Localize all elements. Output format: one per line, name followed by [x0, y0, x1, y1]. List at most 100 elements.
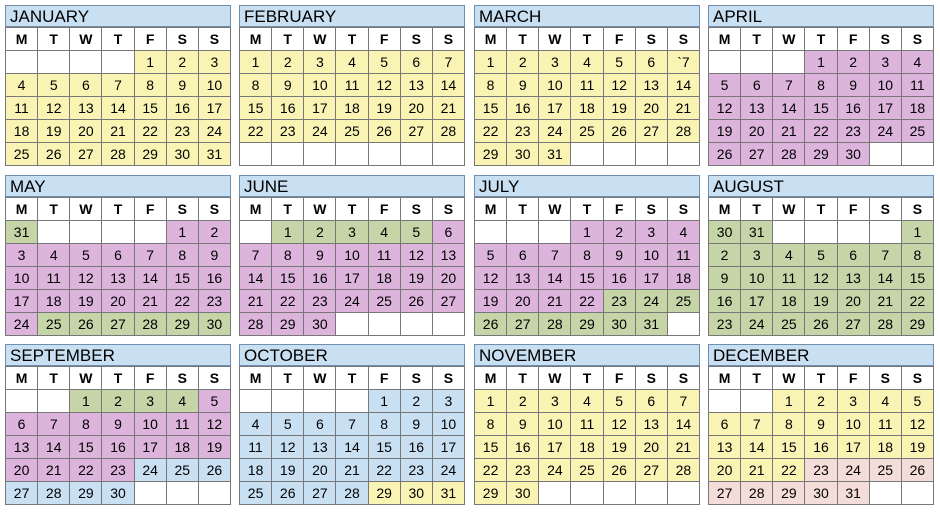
- day-cell: 10: [431, 412, 466, 436]
- month-title: JANUARY: [5, 5, 231, 27]
- month-title: FEBRUARY: [239, 5, 465, 27]
- day-cell: 23: [165, 119, 199, 143]
- week-row: 5 6 7 8 9 10 11: [473, 243, 701, 267]
- day-cell: 24: [197, 119, 232, 143]
- weekday-header: S: [399, 197, 433, 221]
- month-august: AUGUST M T W T F S S 30 31 1 2 3 4 5 6 7 8 9 10 11 12 13 14 15 16…: [707, 175, 935, 336]
- month-grid: M T W T F S S 31 1 2 3 4 5 6 7 8 9 10 11 12 13 14 15 16 17 18 19 20…: [4, 197, 232, 336]
- weekday-header: S: [197, 366, 232, 390]
- day-cell: 9: [197, 243, 232, 267]
- week-row: 6 7 8 9 10 11 12: [4, 412, 232, 436]
- day-cell: 21: [101, 119, 135, 143]
- weekday-header: S: [634, 366, 668, 390]
- day-cell: 3: [335, 220, 369, 244]
- week-row: 9 10 11 12 13 14 15: [707, 266, 935, 290]
- weekday-header: S: [666, 366, 701, 390]
- day-cell: 25: [4, 142, 39, 166]
- day-cell: 23: [804, 458, 838, 482]
- day-cell: 28: [772, 142, 806, 166]
- day-cell: 4: [570, 389, 604, 413]
- weekday-header: T: [101, 27, 135, 51]
- day-cell: 13: [431, 243, 466, 267]
- weekday-header: F: [367, 27, 401, 51]
- empty-day-cell: [473, 220, 508, 244]
- day-cell: 30: [506, 481, 540, 505]
- day-cell: 14: [740, 435, 774, 459]
- weekday-header: W: [303, 366, 337, 390]
- month-grid: M T W T F S S 1 2 3 4 5 6 7 8 9 10 11 12 13 14 15 16 17 18 19 20 21…: [238, 197, 466, 336]
- day-cell: 26: [197, 458, 232, 482]
- day-cell: 9: [271, 73, 305, 97]
- week-row: 25 26 27 28 29 30 31: [4, 142, 232, 166]
- empty-day-cell: [900, 142, 935, 166]
- week-row: 19 20 21 22 23 24 25: [473, 289, 701, 313]
- day-cell: 1: [473, 50, 508, 74]
- month-grid: M T W T F S S 1 2 3 4 5 6 7 8 9 10 11 12 13 14 15 16 17 18 19 20 21…: [4, 366, 232, 505]
- weekday-header: T: [804, 366, 838, 390]
- weekday-header: S: [399, 27, 433, 51]
- day-cell: 29: [271, 312, 305, 336]
- day-cell: 4: [900, 50, 935, 74]
- day-cell: 4: [37, 243, 71, 267]
- empty-day-cell: [69, 50, 103, 74]
- weekday-header: T: [271, 27, 305, 51]
- day-cell: 1: [570, 220, 604, 244]
- day-cell: 25: [238, 481, 273, 505]
- day-cell: 4: [238, 412, 273, 436]
- day-cell: 26: [399, 289, 433, 313]
- day-cell: 2: [602, 220, 636, 244]
- day-cell: `7: [666, 50, 701, 74]
- day-cell: 14: [868, 266, 902, 290]
- day-cell: 1: [133, 50, 167, 74]
- day-cell: 12: [37, 96, 71, 120]
- day-cell: 11: [570, 412, 604, 436]
- week-row: 20 21 22 23 24 25 26: [4, 458, 232, 482]
- day-cell: 8: [772, 412, 806, 436]
- day-cell: 22: [473, 119, 508, 143]
- empty-day-cell: [804, 220, 838, 244]
- day-cell: 12: [900, 412, 935, 436]
- week-row: 14 15 16 17 18 19 20: [238, 266, 466, 290]
- weekday-header: S: [431, 366, 466, 390]
- day-cell: 13: [303, 435, 337, 459]
- day-cell: 9: [506, 412, 540, 436]
- day-cell: 20: [303, 458, 337, 482]
- day-cell: 8: [271, 243, 305, 267]
- day-cell: 3: [538, 50, 572, 74]
- month-december: DECEMBER M T W T F S S 1 2 3 4 5 6 7 8 9 10 11 12 13 14 15 16 17…: [707, 344, 935, 505]
- weekday-header: T: [740, 366, 774, 390]
- week-row: 8 9 10 11 12 13 14: [238, 73, 466, 97]
- day-cell: 16: [197, 266, 232, 290]
- month-may: MAY M T W T F S S 31 1 2 3 4 5 6 7 8 9 10 11 12 13 14 15 16 17 18 1…: [4, 175, 232, 336]
- day-cell: 17: [4, 289, 39, 313]
- day-cell: 7: [37, 412, 71, 436]
- day-cell: 26: [473, 312, 508, 336]
- empty-day-cell: [4, 50, 39, 74]
- month-grid: M T W T F S S 1 2 3 4 5 6 7 8 9 10 11 12 13 14 15 16 17 18 19 20 21…: [707, 27, 935, 166]
- weekday-header: T: [37, 366, 71, 390]
- day-cell: 24: [303, 119, 337, 143]
- day-cell: 27: [303, 481, 337, 505]
- empty-day-cell: [570, 142, 604, 166]
- day-cell: 26: [707, 142, 742, 166]
- day-cell: 5: [197, 389, 232, 413]
- weekday-header: W: [772, 197, 806, 221]
- weekday-header: T: [506, 197, 540, 221]
- day-cell: 5: [602, 389, 636, 413]
- weekday-header: T: [804, 197, 838, 221]
- day-cell: 2: [165, 50, 199, 74]
- empty-day-cell: [634, 142, 668, 166]
- day-cell: 15: [570, 266, 604, 290]
- day-cell: 23: [399, 458, 433, 482]
- day-cell: 4: [367, 220, 401, 244]
- weekday-header: S: [431, 197, 466, 221]
- weekday-header: S: [900, 27, 935, 51]
- day-cell: 13: [4, 435, 39, 459]
